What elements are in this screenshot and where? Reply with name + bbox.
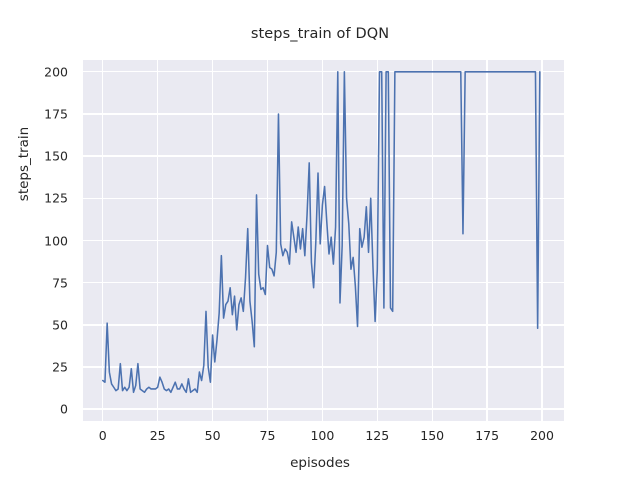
x-tick-75: 75: [259, 428, 276, 443]
gridline-x-100: [321, 60, 324, 421]
gridline-y-175: [83, 113, 564, 115]
gridline-y-25: [83, 366, 564, 368]
x-tick-100: 100: [310, 428, 335, 443]
y-tick-125: 125: [44, 190, 68, 206]
x-tick-0: 0: [98, 428, 107, 443]
y-tick-25: 25: [52, 359, 68, 375]
gridline-y-75: [83, 281, 564, 284]
y-tick-200: 200: [44, 64, 68, 80]
x-axis-label: episodes: [290, 455, 350, 471]
gridline-x-25: [156, 60, 159, 421]
y-tick-50: 50: [52, 317, 68, 333]
y-tick-175: 175: [44, 106, 68, 122]
gridline-x-150: [431, 60, 433, 421]
gridline-x-75: [266, 60, 269, 421]
gridline-x-50: [211, 60, 214, 421]
x-tick-175: 175: [475, 428, 500, 443]
gridline-x-0: [102, 60, 104, 421]
y-tick-0: 0: [60, 401, 68, 417]
x-tick-50: 50: [204, 428, 221, 443]
x-tick-150: 150: [420, 428, 445, 443]
y-tick-150: 150: [44, 148, 68, 164]
gridline-y-200: [83, 71, 564, 73]
y-tick-75: 75: [52, 275, 68, 291]
gridline-x-200: [541, 60, 543, 421]
chart-title: steps_train of DQN: [250, 26, 390, 42]
plot-area: [83, 60, 564, 421]
gridline-y-150: [83, 155, 564, 157]
x-tick-200: 200: [530, 428, 554, 443]
x-tick-125: 125: [365, 428, 390, 443]
y-tick-100: 100: [44, 233, 68, 248]
gridline-y-100: [83, 239, 564, 242]
y-axis-label: steps_train: [16, 126, 32, 202]
gridline-x-175: [486, 60, 488, 421]
gridline-y-50: [83, 324, 564, 326]
steps-train-line: [101, 71, 541, 394]
data-line-series: [101, 71, 541, 394]
x-tick-25: 25: [149, 428, 166, 443]
gridline-y-0: [83, 408, 564, 410]
